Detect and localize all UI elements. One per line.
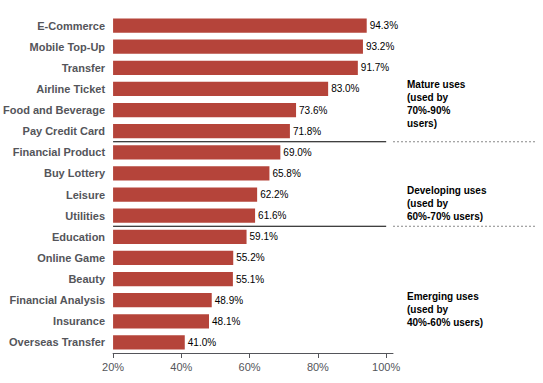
svg-text:Buy Lottery: Buy Lottery (44, 167, 106, 179)
svg-text:Utilities: Utilities (65, 210, 105, 222)
svg-text:20%: 20% (102, 361, 124, 373)
svg-text:Education: Education (52, 231, 105, 243)
svg-text:Mature uses: Mature uses (407, 79, 466, 90)
svg-text:91.7%: 91.7% (361, 62, 389, 73)
svg-text:40%: 40% (170, 361, 192, 373)
svg-text:(used by: (used by (407, 92, 449, 103)
svg-text:55.2%: 55.2% (236, 252, 264, 263)
svg-text:94.3%: 94.3% (370, 20, 398, 31)
svg-text:Leisure: Leisure (66, 189, 105, 201)
svg-text:40%-60% users): 40%-60% users) (407, 317, 483, 328)
svg-text:55.1%: 55.1% (236, 274, 264, 285)
svg-text:Online Game: Online Game (37, 252, 105, 264)
svg-text:73.6%: 73.6% (299, 105, 327, 116)
svg-text:83.0%: 83.0% (331, 83, 359, 94)
svg-text:93.2%: 93.2% (366, 41, 394, 52)
svg-text:71.8%: 71.8% (293, 126, 321, 137)
svg-text:100%: 100% (372, 361, 400, 373)
svg-text:Mobile Top-Up: Mobile Top-Up (30, 41, 106, 53)
svg-text:Financial Product: Financial Product (13, 146, 106, 158)
svg-text:48.9%: 48.9% (215, 295, 243, 306)
svg-text:users): users) (407, 118, 437, 129)
svg-text:41.0%: 41.0% (188, 337, 216, 348)
svg-text:Pay Credit Card: Pay Credit Card (23, 125, 106, 137)
svg-text:Overseas Transfer: Overseas Transfer (9, 336, 106, 348)
svg-text:70%-90%: 70%-90% (407, 105, 450, 116)
svg-text:48.1%: 48.1% (212, 316, 240, 327)
svg-text:Beauty: Beauty (68, 273, 106, 285)
svg-text:(used by: (used by (407, 198, 449, 209)
svg-text:Transfer: Transfer (62, 62, 106, 74)
svg-text:60%-70% users): 60%-70% users) (407, 211, 483, 222)
svg-text:Insurance: Insurance (53, 315, 105, 327)
svg-text:61.6%: 61.6% (258, 210, 286, 221)
svg-text:65.8%: 65.8% (272, 168, 300, 179)
svg-text:62.2%: 62.2% (260, 189, 288, 200)
svg-text:Food and Beverage: Food and Beverage (3, 104, 105, 116)
svg-text:Developing uses: Developing uses (407, 185, 487, 196)
svg-text:Airline Ticket: Airline Ticket (36, 83, 105, 95)
svg-text:59.1%: 59.1% (250, 231, 278, 242)
svg-text:Emerging uses: Emerging uses (407, 291, 479, 302)
svg-text:Financial Analysis: Financial Analysis (9, 294, 105, 306)
svg-text:(used by: (used by (407, 304, 449, 315)
svg-text:E-Commerce: E-Commerce (37, 20, 105, 32)
svg-text:69.0%: 69.0% (283, 147, 311, 158)
svg-text:60%: 60% (239, 361, 261, 373)
svg-text:80%: 80% (307, 361, 329, 373)
